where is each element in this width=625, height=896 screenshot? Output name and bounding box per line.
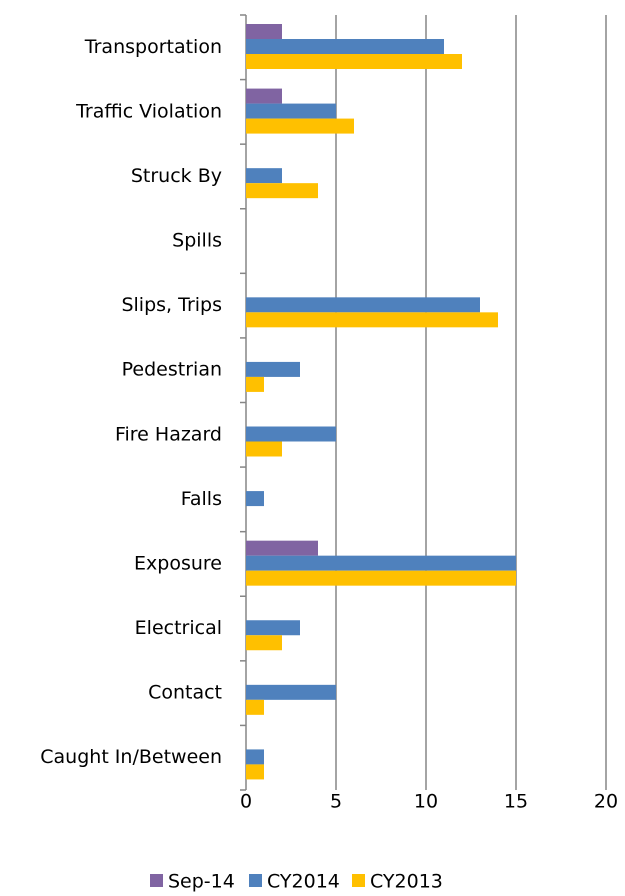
bar — [246, 684, 336, 700]
legend-swatch — [150, 874, 163, 887]
bar — [246, 88, 282, 104]
legend-swatch — [249, 874, 262, 887]
bar — [246, 312, 498, 328]
y-tick-label: Traffic Violation — [75, 100, 222, 122]
y-tick-label: Pedestrian — [122, 359, 222, 381]
x-tick-label: 20 — [594, 791, 618, 813]
legend-label: Sep-14 — [168, 871, 235, 893]
bar — [246, 699, 264, 715]
bar — [246, 297, 480, 313]
x-tick-label: 5 — [330, 791, 342, 813]
x-tick-label: 0 — [240, 791, 252, 813]
bar — [246, 39, 444, 54]
bar — [246, 54, 462, 69]
y-tick-label: Struck By — [131, 165, 222, 187]
bar — [246, 168, 282, 184]
bar — [246, 376, 264, 392]
bar — [246, 491, 264, 507]
bar — [246, 361, 300, 377]
legend-swatch — [352, 874, 365, 887]
bar — [246, 540, 318, 556]
bar — [246, 555, 516, 571]
y-tick-label: Spills — [172, 230, 222, 252]
bar — [246, 749, 264, 765]
bar — [246, 426, 336, 442]
x-tick-label: 15 — [504, 791, 528, 813]
bar — [246, 183, 318, 199]
x-tick-label: 10 — [414, 791, 438, 813]
y-tick-label: Exposure — [134, 552, 222, 574]
y-tick-label: Fire Hazard — [115, 423, 222, 445]
y-tick-label: Transportation — [84, 36, 222, 58]
y-tick-label: Contact — [148, 682, 222, 704]
bar — [246, 441, 282, 457]
bar — [246, 764, 264, 780]
y-tick-label: Falls — [181, 488, 222, 510]
legend-label: CY2013 — [370, 871, 443, 893]
bar — [246, 620, 300, 636]
bar — [246, 570, 516, 586]
legend-label: CY2014 — [267, 871, 340, 893]
y-tick-label: Electrical — [135, 617, 222, 639]
bar — [246, 103, 336, 119]
y-tick-label: Slips, Trips — [121, 294, 222, 316]
bar — [246, 635, 282, 651]
bar — [246, 24, 282, 39]
y-tick-label: Caught In/Between — [40, 746, 222, 768]
bar — [246, 118, 354, 134]
